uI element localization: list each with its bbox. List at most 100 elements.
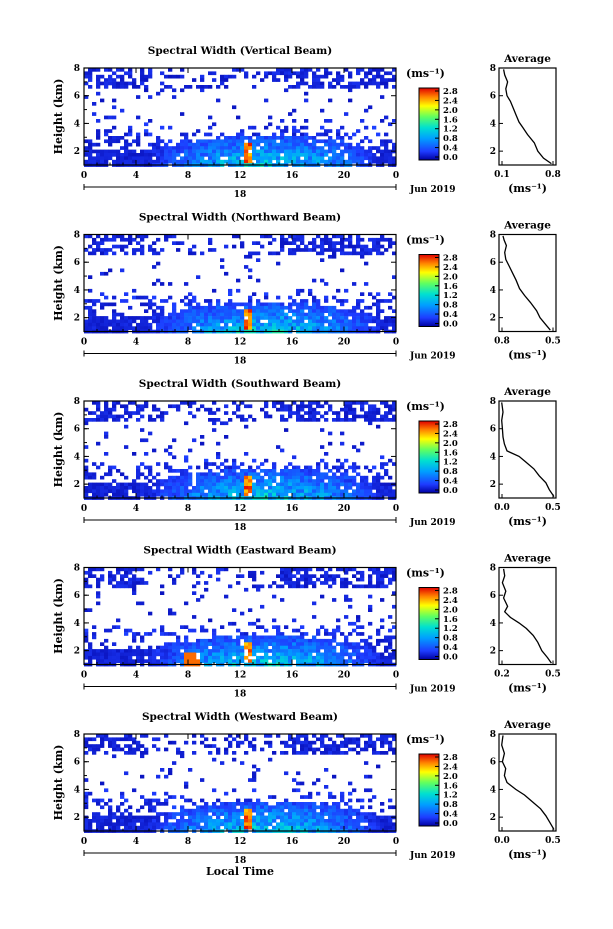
heatmap-cell bbox=[156, 156, 161, 161]
heatmap-cell bbox=[120, 795, 125, 799]
heatmap-cell bbox=[252, 737, 257, 742]
heatmap-cell bbox=[164, 774, 169, 779]
heatmap-cell bbox=[156, 825, 161, 830]
heatmap-cell bbox=[160, 312, 165, 317]
heatmap-cell bbox=[240, 812, 245, 816]
y-axis-label: Height (km) bbox=[52, 79, 65, 155]
heatmap-cell bbox=[372, 825, 377, 830]
heatmap-cell bbox=[184, 781, 189, 786]
panel-4: Spectral Width (Eastward Beam)2468Height… bbox=[52, 545, 561, 700]
heatmap-cell bbox=[152, 744, 157, 748]
heatmap-cell bbox=[120, 316, 125, 320]
heatmap-cell bbox=[280, 404, 285, 409]
heatmap-cell bbox=[248, 744, 253, 748]
heatmap-cell bbox=[128, 655, 133, 660]
heatmap-cell bbox=[232, 74, 237, 79]
heatmap-cell bbox=[300, 635, 305, 640]
heatmap-cell bbox=[168, 452, 173, 456]
heatmap-cell bbox=[296, 149, 301, 154]
heatmap-cell bbox=[336, 326, 341, 330]
heatmap-cell bbox=[208, 808, 213, 813]
heatmap-cell bbox=[88, 655, 93, 660]
heatmap-cell bbox=[192, 159, 197, 164]
heatmap-cell bbox=[360, 489, 365, 494]
heatmap-cell bbox=[256, 132, 261, 137]
heatmap-cell bbox=[320, 81, 325, 86]
heatmap-cell bbox=[364, 261, 369, 266]
heatmap-cell bbox=[96, 404, 101, 409]
heatmap-cell bbox=[120, 802, 125, 806]
colorbar-tick-label: 0.0 bbox=[443, 653, 458, 663]
heatmap-cell bbox=[244, 798, 249, 803]
heatmap-cell bbox=[308, 805, 313, 810]
heatmap-cell bbox=[240, 808, 245, 813]
heatmap-cell bbox=[288, 411, 293, 415]
heatmap-cell bbox=[368, 411, 373, 415]
heatmap-cell bbox=[240, 805, 245, 810]
heatmap-cell bbox=[292, 156, 297, 161]
heatmap-cell bbox=[260, 407, 265, 412]
heatmap-cell bbox=[88, 244, 93, 249]
average-title: Average bbox=[503, 553, 551, 565]
heatmap-cell bbox=[304, 492, 309, 497]
heatmap-cell bbox=[212, 805, 217, 810]
heatmap-cell bbox=[188, 659, 193, 663]
average-y-tick-label: 2 bbox=[490, 480, 496, 490]
heatmap-cell bbox=[272, 655, 277, 660]
heatmap-cell bbox=[144, 326, 149, 330]
heatmap-cell bbox=[104, 295, 109, 300]
heatmap-cell bbox=[376, 159, 381, 164]
heatmap-cell bbox=[100, 819, 105, 823]
heatmap-cell bbox=[332, 740, 337, 745]
heatmap-cell bbox=[252, 156, 257, 161]
heatmap-cell bbox=[92, 326, 97, 330]
heatmap-cell bbox=[372, 570, 377, 575]
y-tick-label: 6 bbox=[74, 591, 80, 601]
heatmap-cell bbox=[200, 805, 205, 810]
heatmap-cell bbox=[92, 237, 97, 242]
heatmap-cell bbox=[100, 798, 105, 803]
heatmap-cell bbox=[392, 492, 397, 497]
heatmap-cell bbox=[324, 819, 329, 823]
heatmap-cell bbox=[248, 322, 253, 327]
heatmap-cell bbox=[288, 570, 293, 575]
heatmap-cell bbox=[320, 309, 325, 313]
heatmap-cell bbox=[292, 618, 297, 623]
colorbar-tick-label: 2.4 bbox=[443, 762, 458, 772]
heatmap-cell bbox=[188, 302, 193, 307]
heatmap-cell bbox=[388, 322, 393, 327]
heatmap-cell bbox=[244, 302, 249, 307]
heatmap-cell bbox=[176, 74, 181, 79]
heatmap-cell bbox=[348, 812, 353, 816]
heatmap-cell bbox=[332, 819, 337, 823]
heatmap-cell bbox=[244, 326, 249, 330]
heatmap-cell bbox=[348, 645, 353, 650]
heatmap-cell bbox=[148, 815, 153, 820]
heatmap-cell bbox=[152, 475, 157, 480]
heatmap-cell bbox=[340, 78, 345, 82]
heatmap-cell bbox=[376, 570, 381, 575]
heatmap-cell bbox=[128, 156, 133, 161]
heatmap-cell bbox=[372, 81, 377, 86]
heatmap-cell bbox=[284, 577, 289, 582]
heatmap-cell bbox=[344, 319, 349, 324]
heatmap-cell bbox=[284, 819, 289, 823]
heatmap-cell bbox=[308, 319, 313, 324]
heatmap-cell bbox=[344, 326, 349, 330]
heatmap-cell bbox=[280, 489, 285, 494]
heatmap-cell bbox=[140, 438, 145, 443]
heatmap-cell bbox=[276, 401, 281, 405]
heatmap-cell bbox=[256, 482, 261, 487]
heatmap-cell bbox=[228, 465, 233, 470]
heatmap-cell bbox=[84, 822, 89, 827]
heatmap-cell bbox=[236, 142, 241, 147]
heatmap-cell bbox=[300, 136, 305, 140]
heatmap-cell bbox=[340, 584, 345, 589]
heatmap-cell bbox=[140, 819, 145, 823]
heatmap-cell bbox=[388, 292, 393, 296]
heatmap-cell bbox=[240, 309, 245, 313]
average-y-tick-label: 2 bbox=[490, 813, 496, 823]
colorbar-tick-label: 0.0 bbox=[443, 320, 458, 330]
heatmap-cell bbox=[340, 798, 345, 803]
heatmap-cell bbox=[148, 479, 153, 483]
